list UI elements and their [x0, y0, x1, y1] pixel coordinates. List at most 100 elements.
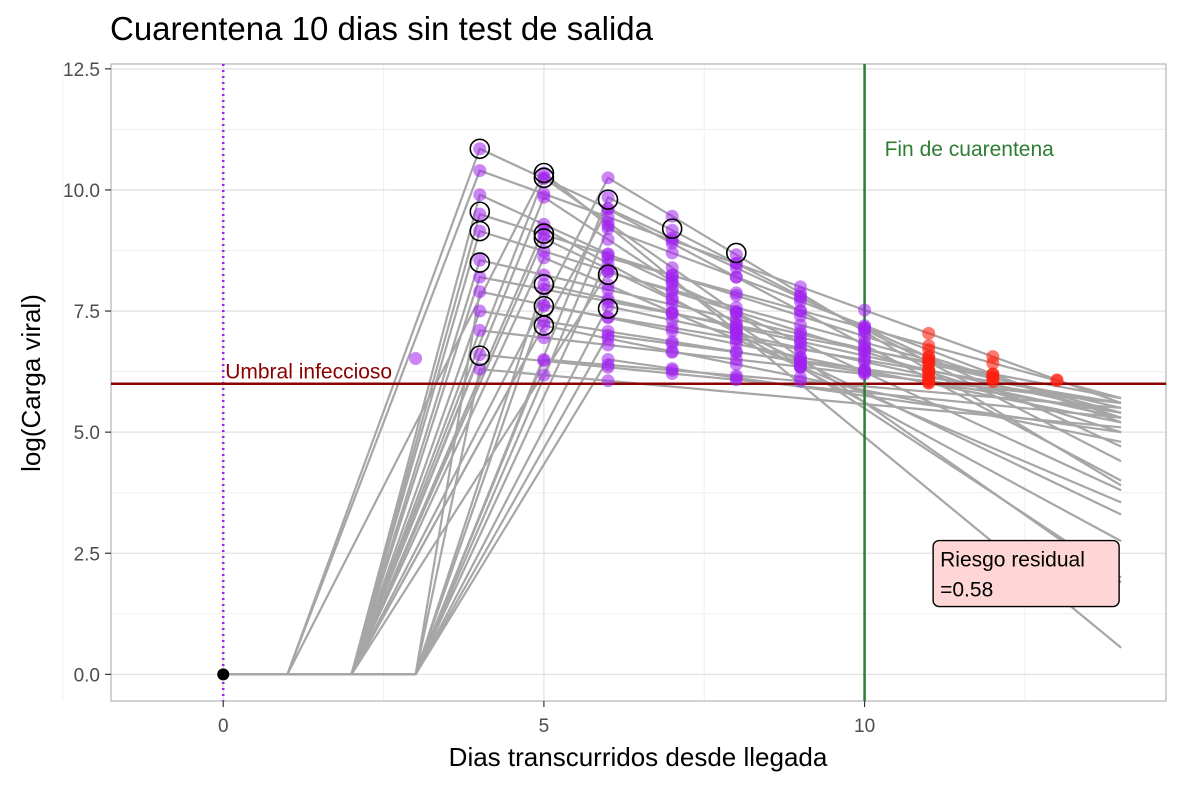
y-tick-label: 5.0	[74, 423, 100, 444]
viral-load-point	[601, 265, 615, 279]
viral-load-point	[601, 310, 615, 324]
viral-load-point	[858, 303, 872, 317]
viral-load-point	[601, 190, 615, 204]
circled-point	[726, 242, 747, 264]
minor-grid	[62, 64, 1166, 701]
trajectory-lines	[223, 147, 1122, 676]
y-tick-label: 7.5	[74, 302, 100, 323]
x-axis-title: Dias transcurridos desde llegada	[449, 742, 828, 772]
viral-load-point	[665, 283, 679, 297]
origin-point	[217, 668, 230, 681]
viral-load-point	[473, 164, 487, 178]
viral-load-point	[537, 190, 551, 204]
circled-point	[533, 228, 555, 249]
viral-load-point	[793, 318, 807, 332]
viral-load-point	[537, 231, 551, 245]
viral-load-point	[729, 345, 743, 359]
y-tick-label: 12.5	[63, 60, 100, 81]
viral-load-point	[858, 336, 872, 350]
viral-load-point	[665, 246, 679, 260]
x-axis-ticks: 0 5 10	[218, 701, 875, 737]
quarantine-end-label: Fin de cuarentena	[885, 138, 1055, 161]
y-tick-label: 10.0	[63, 181, 100, 202]
y-axis-title: log(Carga viral)	[16, 294, 46, 472]
circled-point	[597, 298, 619, 319]
circled-point	[533, 223, 555, 244]
viral-load-point	[665, 268, 679, 282]
viral-load-point	[601, 222, 615, 236]
viral-load-point	[793, 294, 807, 308]
circled-points	[469, 138, 747, 366]
viral-load-point	[473, 207, 487, 221]
x-tick-label: 0	[218, 716, 229, 737]
viral-load-point	[537, 277, 551, 291]
viral-load-point	[729, 371, 743, 385]
viral-load-point	[858, 362, 872, 376]
y-tick-label: 2.5	[74, 544, 100, 565]
chart-title: Cuarentena 10 dias sin test de salida	[110, 10, 654, 47]
viral-load-point	[665, 313, 679, 327]
circled-point	[469, 345, 491, 366]
risk-box-background	[932, 539, 1120, 608]
viral-load-points	[217, 142, 1064, 681]
circled-point	[597, 264, 619, 286]
viral-load-point	[473, 142, 487, 156]
viral-load-point	[601, 232, 615, 246]
risk-box-line-1: Riesgo residual	[940, 549, 1085, 572]
viral-load-point	[537, 319, 551, 333]
circled-point	[533, 274, 555, 295]
viral-load-point	[729, 270, 743, 284]
released-infectious-point	[986, 356, 1000, 370]
viral-load-point	[409, 352, 423, 366]
viral-load-point	[601, 299, 615, 313]
y-axis-ticks: 0.0 2.5 5.0 7.5 10.0 12.5	[63, 60, 111, 686]
circled-point	[661, 218, 683, 239]
viral-load-point	[665, 293, 679, 307]
threshold-label: Umbral infeccioso	[225, 361, 392, 384]
released-infectious-point	[1050, 374, 1064, 388]
released-infectious-point	[986, 371, 1000, 385]
risk-box-line-2: =0.58	[940, 579, 993, 602]
viral-load-point	[793, 341, 807, 355]
circled-point	[533, 167, 555, 189]
viral-load-point	[729, 286, 743, 300]
viral-load-point	[793, 303, 807, 317]
circled-point	[469, 252, 491, 273]
viral-load-point	[665, 236, 679, 250]
viral-load-point	[729, 300, 743, 314]
trajectory-line	[223, 358, 1122, 676]
circled-point	[469, 220, 491, 242]
circled-point	[533, 162, 555, 184]
released-infectious-point	[922, 326, 936, 340]
viral-load-point	[665, 223, 679, 237]
viral-load-point	[537, 368, 551, 382]
viral-load-point	[473, 270, 487, 284]
circled-point	[469, 138, 491, 160]
viral-load-point	[473, 362, 487, 376]
circled-point	[533, 315, 555, 336]
viral-load-point	[473, 285, 487, 299]
released-infectious-point	[922, 371, 936, 385]
viral-load-point	[665, 362, 679, 376]
viral-load-point	[665, 337, 679, 351]
trajectory-line	[223, 353, 1122, 676]
viral-load-point	[601, 352, 615, 366]
released-infectious-point	[922, 339, 936, 353]
released-infectious-point	[922, 353, 936, 367]
viral-load-point	[473, 304, 487, 318]
viral-load-point	[601, 171, 615, 185]
risk-box: Riesgo residual =0.58	[932, 539, 1120, 608]
y-tick-label: 0.0	[74, 665, 100, 686]
circled-point	[597, 189, 619, 210]
viral-load-point	[729, 327, 743, 341]
viral-load-point	[473, 253, 487, 267]
viral-load-point	[601, 251, 615, 265]
viral-load-point	[537, 171, 551, 185]
trajectory-line	[223, 358, 1122, 676]
viral-load-point	[537, 251, 551, 265]
viral-load-point	[473, 224, 487, 238]
viral-load-point	[537, 299, 551, 313]
viral-load-point	[793, 374, 807, 388]
x-tick-label: 10	[854, 716, 875, 737]
